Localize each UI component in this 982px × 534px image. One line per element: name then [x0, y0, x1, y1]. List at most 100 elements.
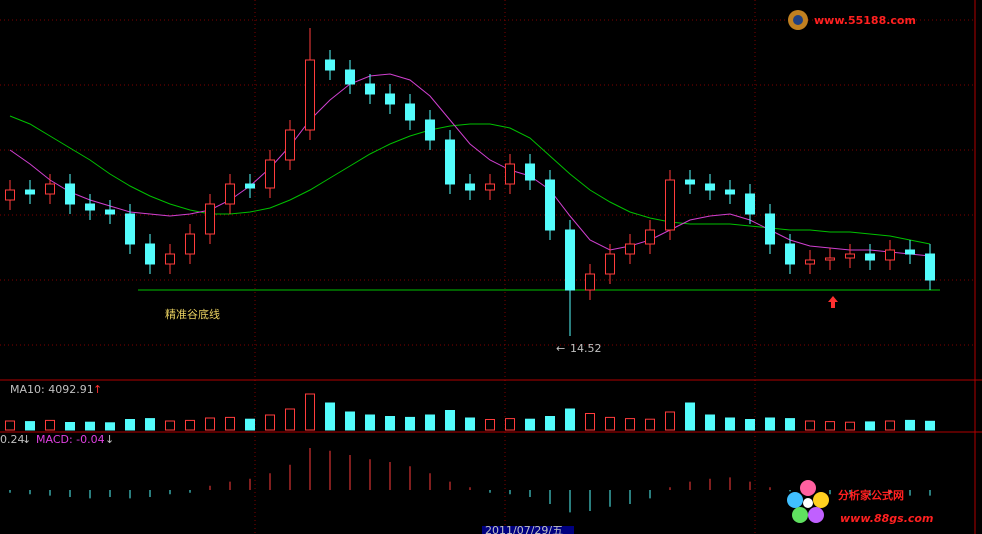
volume-bar [165, 420, 175, 431]
candle-body [525, 163, 535, 181]
volume-bar [485, 419, 495, 431]
volume-bar [745, 419, 755, 431]
volume-bar [865, 421, 875, 431]
volume-bar [605, 416, 615, 431]
volume-bar [65, 422, 75, 431]
ma-line [9, 73, 931, 257]
volume-bar [105, 422, 115, 431]
petal [808, 507, 824, 523]
volume-label: MA10: 4092.91 [10, 383, 94, 396]
volume-bar [925, 420, 935, 431]
candle-body [545, 179, 555, 231]
candle-body [565, 229, 575, 291]
volume-bar [805, 420, 815, 431]
flower-logo [787, 480, 829, 523]
candle-body [905, 249, 915, 255]
bottom-line-label: 精准谷底线 [165, 307, 220, 321]
volume-bar [845, 421, 855, 431]
candle-body [25, 189, 35, 195]
candle-body [345, 69, 355, 85]
volume-bar [85, 421, 95, 431]
candle-body [485, 183, 495, 191]
candle-body [185, 233, 195, 255]
volume-bar [405, 416, 415, 431]
candle-body [705, 183, 715, 191]
candle-body [45, 183, 55, 195]
volume-bar [225, 416, 235, 431]
volume-bar [285, 408, 295, 431]
candle-body [325, 59, 335, 71]
volume-bar [365, 414, 375, 431]
candle-body [465, 183, 475, 191]
volume-bar [465, 417, 475, 431]
volume-bar [725, 417, 735, 431]
volume-bar [625, 418, 635, 431]
marks [5, 28, 940, 513]
candle-body [205, 203, 215, 235]
candle-body [925, 253, 935, 281]
volume-bar [505, 418, 515, 431]
candle-body [285, 129, 295, 161]
volume-bar [25, 421, 35, 431]
candle-body [805, 259, 815, 265]
candle-body [105, 209, 115, 215]
candle-body [865, 253, 875, 261]
candle-body [685, 179, 695, 185]
volume-bar [425, 414, 435, 431]
arrow: ↑ [93, 383, 102, 396]
date-label: 2011/07/29/五 [485, 524, 563, 534]
candle-body [65, 183, 75, 205]
candle-body [725, 189, 735, 195]
candle-body [625, 243, 635, 255]
volume-bar [665, 411, 675, 431]
volume-bar [445, 410, 455, 431]
arrow: ↓ [105, 433, 114, 446]
candle-body [645, 229, 655, 245]
date-box [482, 526, 574, 534]
candle-body [145, 243, 155, 265]
petal [792, 507, 808, 523]
candle-body [665, 179, 675, 231]
candle-body [845, 253, 855, 259]
candle-body [405, 103, 415, 121]
petal [800, 480, 816, 496]
watermark-title: 分析家公式网 [838, 488, 904, 502]
volume-bar [765, 417, 775, 431]
volume-bar [705, 414, 715, 431]
volume-bar [245, 418, 255, 431]
volume-bar [585, 413, 595, 431]
candle-body [385, 93, 395, 105]
volume-bar [685, 402, 695, 431]
candle-body [85, 203, 95, 211]
candle-body [885, 249, 895, 261]
dif-label: 0.24 [0, 433, 25, 446]
volume-bar [525, 418, 535, 431]
candle-body [5, 189, 15, 201]
candle-body [425, 119, 435, 141]
candle-body [765, 213, 775, 245]
ma-line [9, 115, 931, 245]
volume-bar [785, 418, 795, 431]
volume-bar [125, 419, 135, 431]
volume-bar [905, 419, 915, 431]
petal [803, 498, 813, 508]
logo [793, 15, 803, 25]
volume-bar [345, 411, 355, 431]
volume-bar [825, 421, 835, 431]
candle-body [605, 253, 615, 275]
volume-bar [145, 418, 155, 431]
volume-bar [265, 414, 275, 431]
candle-body [245, 183, 255, 189]
volume-bar [205, 417, 215, 431]
volume-bar [645, 418, 655, 431]
candle-body [165, 253, 175, 265]
volume-bar [45, 419, 55, 431]
volume-bar [5, 420, 15, 431]
volume-bar [325, 402, 335, 431]
candle-body [825, 257, 835, 261]
watermark-url: www.88gs.com [840, 512, 933, 525]
candle-body [445, 139, 455, 185]
